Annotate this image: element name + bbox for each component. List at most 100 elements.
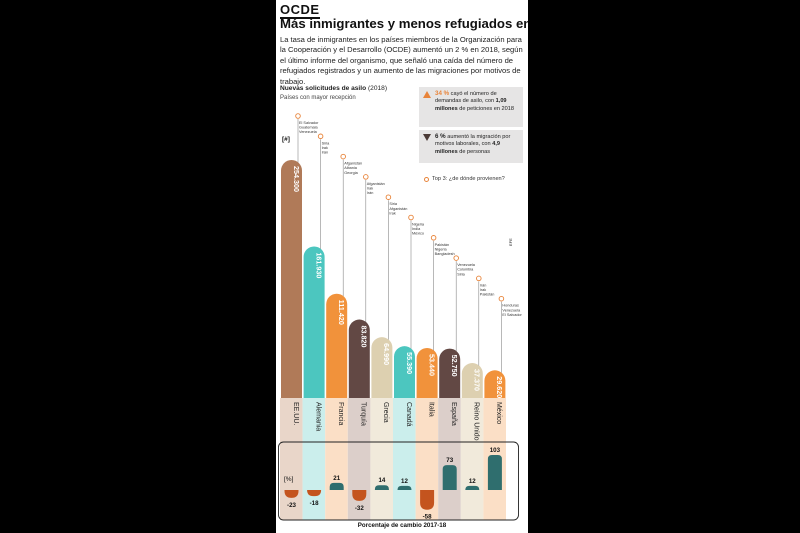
value-label: 55.390 [405,352,414,374]
chart-title-main: Nuevas solicitudes de asilo [280,85,367,92]
intro-text: La tasa de inmigrantes en los países mie… [280,35,523,86]
category-label: México [495,402,502,424]
origin-label: Siria [389,202,397,206]
asylum-drop-tail: de peticiones en 2018 [459,105,515,112]
down-triangle-icon [423,134,431,141]
category-label: Turquía [360,402,367,426]
value-label: 29.620 [495,376,504,398]
credit-label: EFE [508,238,513,246]
origin-label: Pakistán [435,243,450,247]
migration-rise-figure: 4,9 millones [435,141,500,155]
pin-icon [340,153,346,160]
origin-label: Guatemala [299,126,318,130]
origin-label: Siria [322,141,330,145]
up-triangle-icon [423,91,431,98]
value-label: 83.820 [360,326,369,348]
pin-icon [317,133,324,140]
change-bar [442,465,457,490]
change-label: -58 [423,514,433,521]
top3-legend: Top 3: ¿de dónde provienen? [432,176,505,182]
origin-label: Nigeria [412,223,425,227]
chart-title: Nuevas solicitudes de asilo (2018) [280,85,387,92]
pin-icon [385,194,392,200]
change-footer: Porcentaje de cambio 2017-18 [357,522,447,529]
bar [461,363,483,398]
pin-icon [476,275,482,282]
category-label: Reino Unido [473,402,480,441]
value-label: 64.990 [382,343,391,365]
origin-label: Venezuela [457,263,476,267]
brand-label: OCDE [280,2,320,19]
origin-label: Honduras [502,304,519,308]
asylum-drop-box: 34 % cayó el número de demandas de asilo… [419,87,523,127]
category-label: EE.UU. [292,402,299,425]
value-label: 52.750 [450,355,459,377]
change-bar [307,490,322,497]
change-label: 21 [333,475,340,482]
value-label: 111.420 [337,300,346,325]
category-label: Italia [427,402,434,417]
origin-label: México [412,232,424,236]
bar [394,346,415,398]
asylum-drop-figure: 1,09 millones [435,98,507,112]
infographic-panel: OCDE Más inmigrantes y menos refugiados … [276,0,528,533]
change-bar [374,485,389,490]
units-label: [#] [282,136,290,143]
origin-label: Afganistán [367,182,385,186]
value-label: 161.930 [314,252,323,278]
page-title: Más inmigrantes y menos refugiados en 20… [280,16,528,31]
category-label: Francia [337,402,344,425]
change-label: 73 [446,457,453,464]
origin-label: El Salvador [502,313,522,317]
origin-label: Albania [344,166,358,170]
value-label: 53.440 [427,354,436,376]
category-label: Alemania [314,402,321,431]
category-column-bg [347,398,371,520]
origin-label: Siria [457,272,465,276]
origin-label: Georgia [344,171,358,175]
origin-label: El Salvador [299,121,319,125]
category-label: Canadá [405,402,412,427]
migration-rise-tail: de personas [459,148,491,155]
category-column-bg [302,398,326,520]
change-bar [284,490,299,498]
bar [439,348,461,398]
origin-label: Afganistán [389,207,407,211]
change-label: 103 [490,447,501,454]
change-label: -32 [355,505,365,512]
origin-label: Irak [322,146,328,150]
bar [326,293,348,398]
category-label: España [450,402,457,426]
pin-icon [453,255,459,261]
change-bar [397,485,412,490]
migration-rise-box: 6 % aumentó la migración por motivos lab… [419,130,523,163]
pin-icon [295,113,301,119]
category-column-bg [280,398,303,520]
pin-icon [498,295,505,302]
migration-rise-pct: 6 % [435,133,446,140]
change-panel-frame [278,441,519,521]
pin-icon [430,235,437,241]
origin-label: Colombia [457,268,474,272]
bar [348,319,370,398]
bar [371,337,393,398]
change-label: 14 [378,477,385,484]
origin-label: Irak [389,211,395,215]
pin-icon [424,177,429,182]
pct-units-label: [%] [284,476,294,483]
origin-label: Nigeria [435,247,448,251]
origin-label: Venezuela [299,130,318,134]
change-label: 12 [469,478,476,485]
value-label: 37.370 [473,369,482,391]
pin-icon [408,214,414,221]
origin-label: Irak [480,288,486,292]
origin-label: Bangladesh [435,252,455,256]
chart-title-year: (2018) [367,85,388,92]
bar [416,347,438,398]
migration-rise-text: aumentó la migración por motivos laboral… [435,134,511,148]
origin-label: Irak [367,187,373,191]
change-label: -23 [287,502,297,509]
value-label: 254.300 [292,166,301,192]
bar [484,370,506,398]
bar [281,160,302,398]
